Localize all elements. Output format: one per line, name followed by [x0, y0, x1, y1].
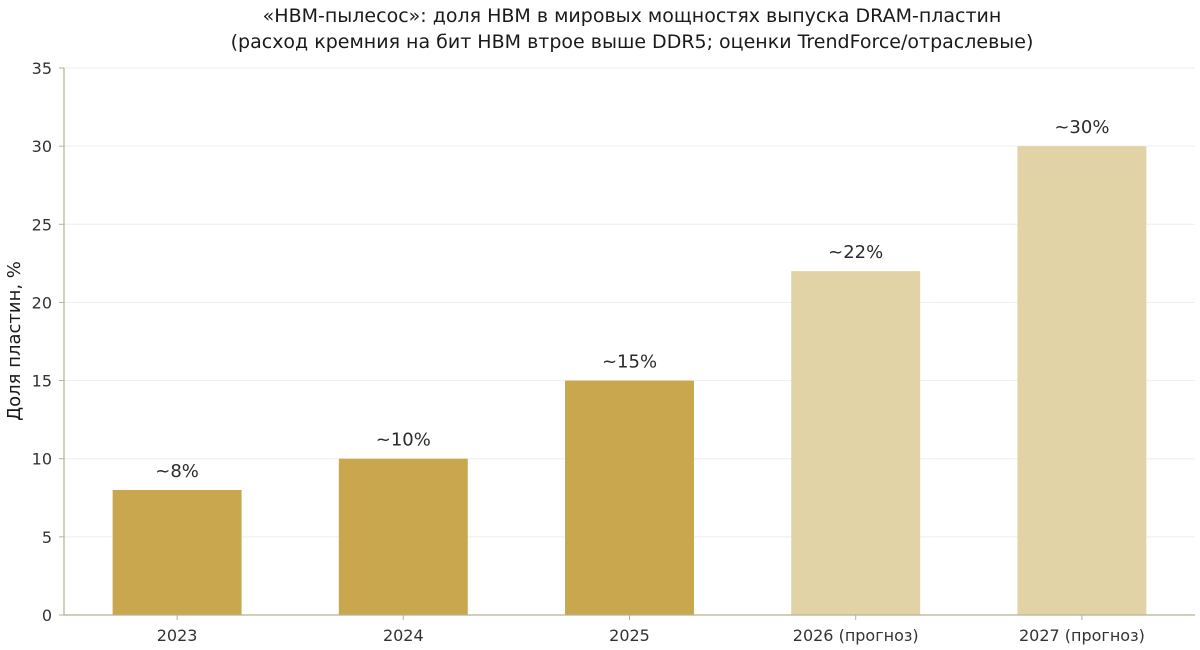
y-tick-label: 10: [32, 450, 52, 469]
bars: [112, 146, 1147, 615]
y-tick-label: 30: [32, 137, 52, 156]
chart-title-line-2: (расход кремния на бит HBM втрое выше DD…: [231, 31, 1034, 53]
data-label: ~30%: [1054, 117, 1109, 138]
y-tick-label: 20: [32, 293, 52, 312]
data-label: ~10%: [376, 430, 431, 451]
x-tick-label: 2023: [157, 626, 198, 645]
x-tick-label: 2024: [383, 626, 424, 645]
bar: [565, 380, 694, 615]
bar: [791, 271, 921, 615]
axes: [59, 67, 1195, 620]
bar: [338, 458, 468, 615]
bar: [112, 489, 242, 615]
y-tick-label: 5: [42, 528, 52, 547]
chart-title-line-1: «HBM‑пылесос»: доля HBM в мировых мощнос…: [263, 5, 1002, 27]
y-tick-label: 35: [32, 59, 52, 78]
x-tick-label: 2027 (прогноз): [1019, 626, 1145, 645]
y-tick-label: 25: [32, 215, 52, 234]
bar: [1017, 146, 1147, 615]
x-tick-label: 2026 (прогноз): [793, 626, 919, 645]
data-label: ~22%: [828, 242, 883, 263]
y-tick-label: 15: [32, 372, 52, 391]
x-tick-label: 2025: [609, 626, 650, 645]
data-label: ~8%: [155, 461, 199, 482]
y-axis-label: Доля пластин, %: [4, 261, 25, 421]
y-tick-label: 0: [42, 606, 52, 625]
labels: 05101520253035~8%2023~10%2024~15%2025~22…: [32, 59, 1145, 645]
data-label: ~15%: [602, 352, 657, 373]
